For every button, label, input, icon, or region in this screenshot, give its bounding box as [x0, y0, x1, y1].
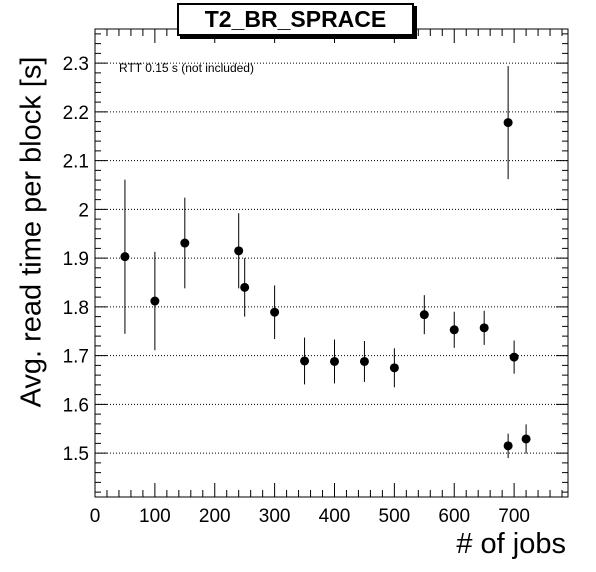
- y-tick-label: 2.1: [63, 152, 89, 173]
- data-point: [150, 296, 160, 306]
- y-tick-label: 1.5: [63, 444, 89, 465]
- data-point: [503, 118, 513, 128]
- y-tick-label: 2: [78, 200, 89, 221]
- y-axis-label: Avg. read time per block [s]: [15, 56, 48, 408]
- y-tick-label: 1.7: [63, 347, 89, 368]
- data-point: [509, 352, 519, 362]
- x-axis-label: # of jobs: [456, 528, 566, 560]
- x-tick-label: 700: [498, 506, 530, 527]
- y-tick-label: 2.3: [63, 54, 89, 75]
- chart-title: T2_BR_SPRACE: [177, 3, 414, 36]
- data-point: [270, 307, 280, 317]
- data-point: [503, 441, 513, 451]
- data-point: [521, 434, 531, 444]
- x-tick-label: 600: [438, 506, 470, 527]
- data-point: [234, 246, 244, 256]
- rtt-annotation: RTT 0.15 s (not included): [119, 61, 254, 75]
- data-point: [329, 356, 339, 366]
- y-tick-label: 2.2: [63, 103, 89, 124]
- x-tick-label: 0: [90, 506, 101, 527]
- data-point: [359, 356, 369, 366]
- data-point: [180, 238, 190, 248]
- data-point: [449, 325, 459, 335]
- axis-tick-labels: 1.5 1.6 1.7 1.8 1.9 2 2.1 2.2 2.3 0 100 200 300 400 50…: [63, 54, 530, 527]
- x-tick-label: 100: [139, 506, 171, 527]
- data-point: [300, 356, 310, 366]
- axis-ticks: [94, 29, 568, 497]
- x-tick-label: 400: [319, 506, 351, 527]
- y-tick-label: 1.8: [63, 298, 89, 319]
- data-point: [120, 252, 130, 262]
- y-grid-lines: [95, 62, 568, 454]
- plot-frame: [94, 28, 569, 498]
- y-tick-label: 1.6: [63, 395, 89, 416]
- x-tick-label: 300: [259, 506, 291, 527]
- x-tick-label: 200: [199, 506, 231, 527]
- data-point: [419, 310, 429, 320]
- data-points: [120, 66, 531, 458]
- data-point: [479, 323, 489, 333]
- data-point: [389, 363, 399, 373]
- y-tick-label: 1.9: [63, 249, 89, 270]
- data-point: [240, 282, 250, 292]
- x-tick-label: 500: [379, 506, 411, 527]
